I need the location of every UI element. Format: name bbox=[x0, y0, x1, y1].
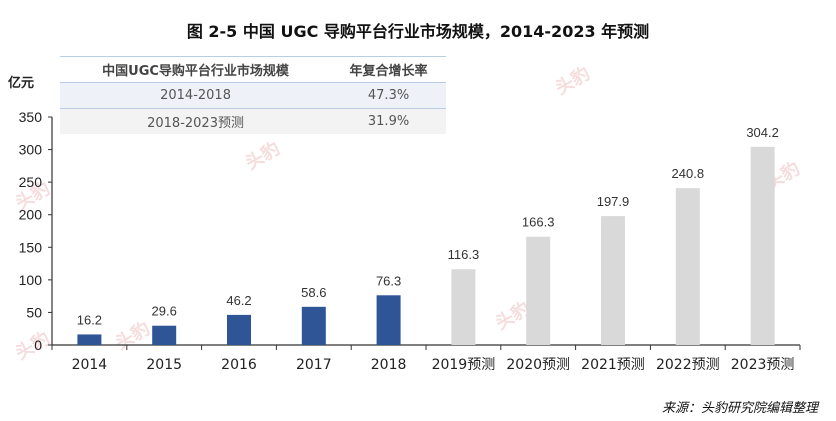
cagr-table-row: 2018-2023预测 31.9% bbox=[60, 108, 446, 134]
x-tick-label: 2018 bbox=[371, 357, 407, 373]
bar-2014 bbox=[77, 334, 102, 345]
bar-2023预测 bbox=[750, 146, 775, 345]
bar-2022预测 bbox=[675, 188, 700, 345]
bar-2019预测 bbox=[451, 269, 476, 345]
bar-2020预测 bbox=[526, 236, 551, 345]
bar-value-label: 46.2 bbox=[226, 293, 251, 308]
bar-value-label: 116.3 bbox=[448, 247, 480, 262]
watermark-logo: 头豹 bbox=[112, 317, 154, 354]
x-tick-label: 2021预测 bbox=[581, 357, 645, 373]
cagr-rate: 31.9% bbox=[331, 108, 446, 134]
y-tick-label: 350 bbox=[19, 109, 43, 125]
cagr-table-header: 中国UGC导购平台行业市场规模 年复合增长率 bbox=[60, 56, 446, 83]
bar-value-label: 29.6 bbox=[152, 304, 177, 319]
cagr-period: 2018-2023预测 bbox=[60, 108, 332, 134]
x-tick-label: 2022预测 bbox=[656, 357, 720, 373]
cagr-table-row: 2014-2018 47.3% bbox=[60, 82, 446, 109]
y-tick-label: 100 bbox=[19, 272, 43, 288]
bar-value-label: 240.8 bbox=[672, 166, 705, 181]
x-tick-label: 2014 bbox=[72, 357, 108, 373]
x-tick-label: 2023预测 bbox=[731, 357, 795, 373]
watermark-logo: 头豹 bbox=[242, 137, 284, 174]
y-axis-unit-label: 亿元 bbox=[8, 76, 35, 91]
bar-value-label: 166.3 bbox=[522, 215, 555, 230]
y-tick-label: 0 bbox=[34, 337, 42, 353]
bar-2016 bbox=[227, 314, 251, 345]
x-tick-label: 2017 bbox=[296, 357, 332, 373]
source-note: 来源：头豹研究院编辑整理 bbox=[661, 401, 818, 416]
bar-value-label: 16.2 bbox=[77, 312, 102, 327]
bar-value-label: 197.9 bbox=[597, 194, 630, 209]
y-tick-label: 50 bbox=[26, 304, 42, 320]
watermark-logo: 头豹 bbox=[12, 327, 54, 364]
cagr-table: 中国UGC导购平台行业市场规模 年复合增长率 2014-2018 47.3% 2… bbox=[60, 56, 446, 134]
bar-2021预测 bbox=[601, 216, 625, 345]
y-tick-label: 200 bbox=[19, 207, 43, 223]
cagr-period: 2014-2018 bbox=[60, 82, 332, 109]
x-tick-label: 2020预测 bbox=[506, 357, 570, 373]
bar-2015 bbox=[152, 325, 177, 345]
bar-value-label: 76.3 bbox=[376, 273, 401, 288]
y-tick-label: 300 bbox=[19, 142, 43, 158]
bar-2017 bbox=[301, 306, 326, 345]
cagr-rate: 47.3% bbox=[331, 82, 446, 109]
bar-value-label: 58.6 bbox=[301, 285, 326, 300]
y-tick-label: 250 bbox=[19, 174, 43, 190]
chart-title: 图 2-5 中国 UGC 导购平台行业市场规模，2014-2023 年预测 bbox=[186, 22, 650, 41]
x-tick-label: 2015 bbox=[146, 357, 182, 373]
x-tick-label: 2016 bbox=[221, 357, 257, 373]
cagr-header-market: 中国UGC导购平台行业市场规模 bbox=[60, 56, 332, 83]
x-tick-label: 2019预测 bbox=[432, 357, 496, 373]
y-tick-label: 150 bbox=[19, 239, 43, 255]
watermark-logo: 头豹 bbox=[552, 62, 594, 99]
bar-value-label: 304.2 bbox=[746, 125, 779, 140]
bar-2018 bbox=[376, 295, 401, 345]
cagr-header-rate: 年复合增长率 bbox=[331, 56, 446, 83]
